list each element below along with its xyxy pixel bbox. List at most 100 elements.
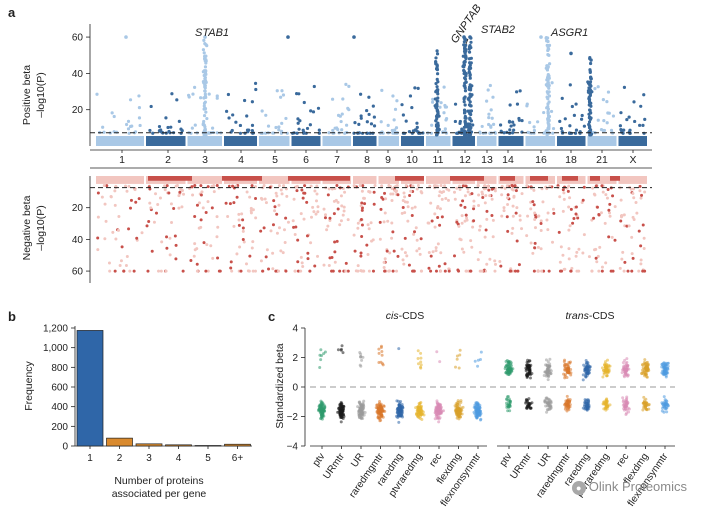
negative-point <box>429 254 433 258</box>
positive-point <box>490 116 494 120</box>
negative-point <box>250 184 254 188</box>
panel-b-bar-1 <box>76 330 104 447</box>
positive-point <box>170 92 174 96</box>
negative-point <box>484 194 488 198</box>
negative-point <box>460 247 464 251</box>
positive-point <box>625 117 629 122</box>
negative-point <box>192 254 196 258</box>
negative-point <box>338 223 342 227</box>
positive-point <box>285 131 289 135</box>
positive-peak-point <box>464 72 468 76</box>
positive-point <box>378 131 383 135</box>
negative-point <box>613 238 617 242</box>
negative-capped-point <box>600 269 604 273</box>
panel-c-letter: c <box>268 309 275 324</box>
panel-c-point-ptvraredmg <box>418 405 422 409</box>
negative-point <box>339 219 343 223</box>
negative-point <box>116 228 120 232</box>
positive-point <box>151 131 155 135</box>
positive-point <box>417 131 421 135</box>
negative-point <box>201 206 205 210</box>
negative-capped-point <box>308 269 312 273</box>
negative-point <box>165 184 169 188</box>
positive-point <box>570 104 574 109</box>
panel-c-point-rec <box>438 360 442 364</box>
negative-point <box>572 217 576 221</box>
positive-point <box>532 125 536 129</box>
negative-point <box>405 200 409 204</box>
panel-b-y-tick-label: 800 <box>51 363 68 374</box>
negative-point <box>148 187 152 191</box>
negative-point <box>464 184 468 188</box>
negative-point <box>271 223 275 227</box>
negative-point <box>191 193 195 197</box>
negative-point <box>606 188 610 192</box>
panel-c-point-ptv <box>318 353 322 357</box>
negative-point <box>457 224 461 228</box>
panel-c-point-ptvraredmg <box>605 368 609 372</box>
negative-point <box>533 211 537 215</box>
negative-capped-point <box>293 269 297 273</box>
positive-peak-point <box>545 43 549 47</box>
negative-point <box>342 205 346 209</box>
positive-point <box>508 103 512 107</box>
positive-peak-point <box>469 40 473 44</box>
positive-peak-point <box>435 67 439 71</box>
positive-point <box>642 93 646 97</box>
positive-peak-point <box>588 69 592 73</box>
panel-c-point-URmtr <box>528 370 532 374</box>
positive-top-point <box>203 35 207 39</box>
panel-c-point-ptv <box>508 399 512 403</box>
chromosome-label-4: 4 <box>238 154 244 166</box>
positive-point <box>536 120 540 124</box>
negative-point <box>500 214 504 218</box>
negative-point <box>326 224 330 228</box>
positive-point <box>525 104 529 108</box>
positive-peak-point <box>546 109 550 114</box>
positive-point <box>380 88 384 92</box>
negative-point <box>639 258 643 262</box>
negative-point <box>638 189 642 193</box>
negative-point <box>532 203 536 207</box>
positive-point <box>641 123 645 127</box>
positive-peak-point <box>464 74 468 78</box>
negative-point <box>244 262 248 266</box>
positive-point <box>488 83 492 88</box>
negative-capped-point <box>383 269 387 273</box>
negative-point <box>619 219 623 223</box>
negative-point <box>520 227 524 231</box>
positive-peak-point <box>435 123 439 127</box>
negative-point <box>235 195 239 199</box>
negative-point <box>125 189 129 193</box>
panel-c-point-URmtr <box>339 348 343 352</box>
panel-c-point-flexdmg <box>642 400 646 404</box>
positive-point <box>599 127 604 132</box>
negative-point <box>514 211 518 215</box>
panel-b-y-tick-label: 1,000 <box>43 343 68 354</box>
negative-point <box>353 249 357 253</box>
positive-point <box>365 108 369 113</box>
panel-c-point-ptv <box>506 361 510 365</box>
positive-band-chr10 <box>401 136 424 146</box>
negative-point <box>163 184 167 188</box>
positive-peak-point <box>464 123 468 127</box>
negative-point <box>260 197 264 201</box>
negative-point <box>594 256 598 260</box>
negative-point <box>189 259 193 263</box>
panel-b-letter: b <box>8 309 16 324</box>
panel-c-point-ptvraredmg <box>603 363 607 367</box>
positive-peak-point <box>203 92 207 96</box>
negative-dense-block <box>148 176 192 181</box>
negative-capped-point <box>230 269 234 273</box>
negative-point <box>193 215 197 219</box>
positive-band-chr9 <box>378 136 399 146</box>
positive-band-chr1 <box>96 136 144 146</box>
positive-peak-point <box>547 43 552 47</box>
negative-point <box>510 231 514 235</box>
positive-point <box>498 123 503 127</box>
panel-c-point-rec <box>623 369 627 373</box>
negative-point <box>367 189 371 193</box>
panel-c-point-flexnonsynmtr <box>660 409 664 413</box>
negative-capped-point <box>361 269 365 273</box>
negative-point <box>531 200 535 204</box>
